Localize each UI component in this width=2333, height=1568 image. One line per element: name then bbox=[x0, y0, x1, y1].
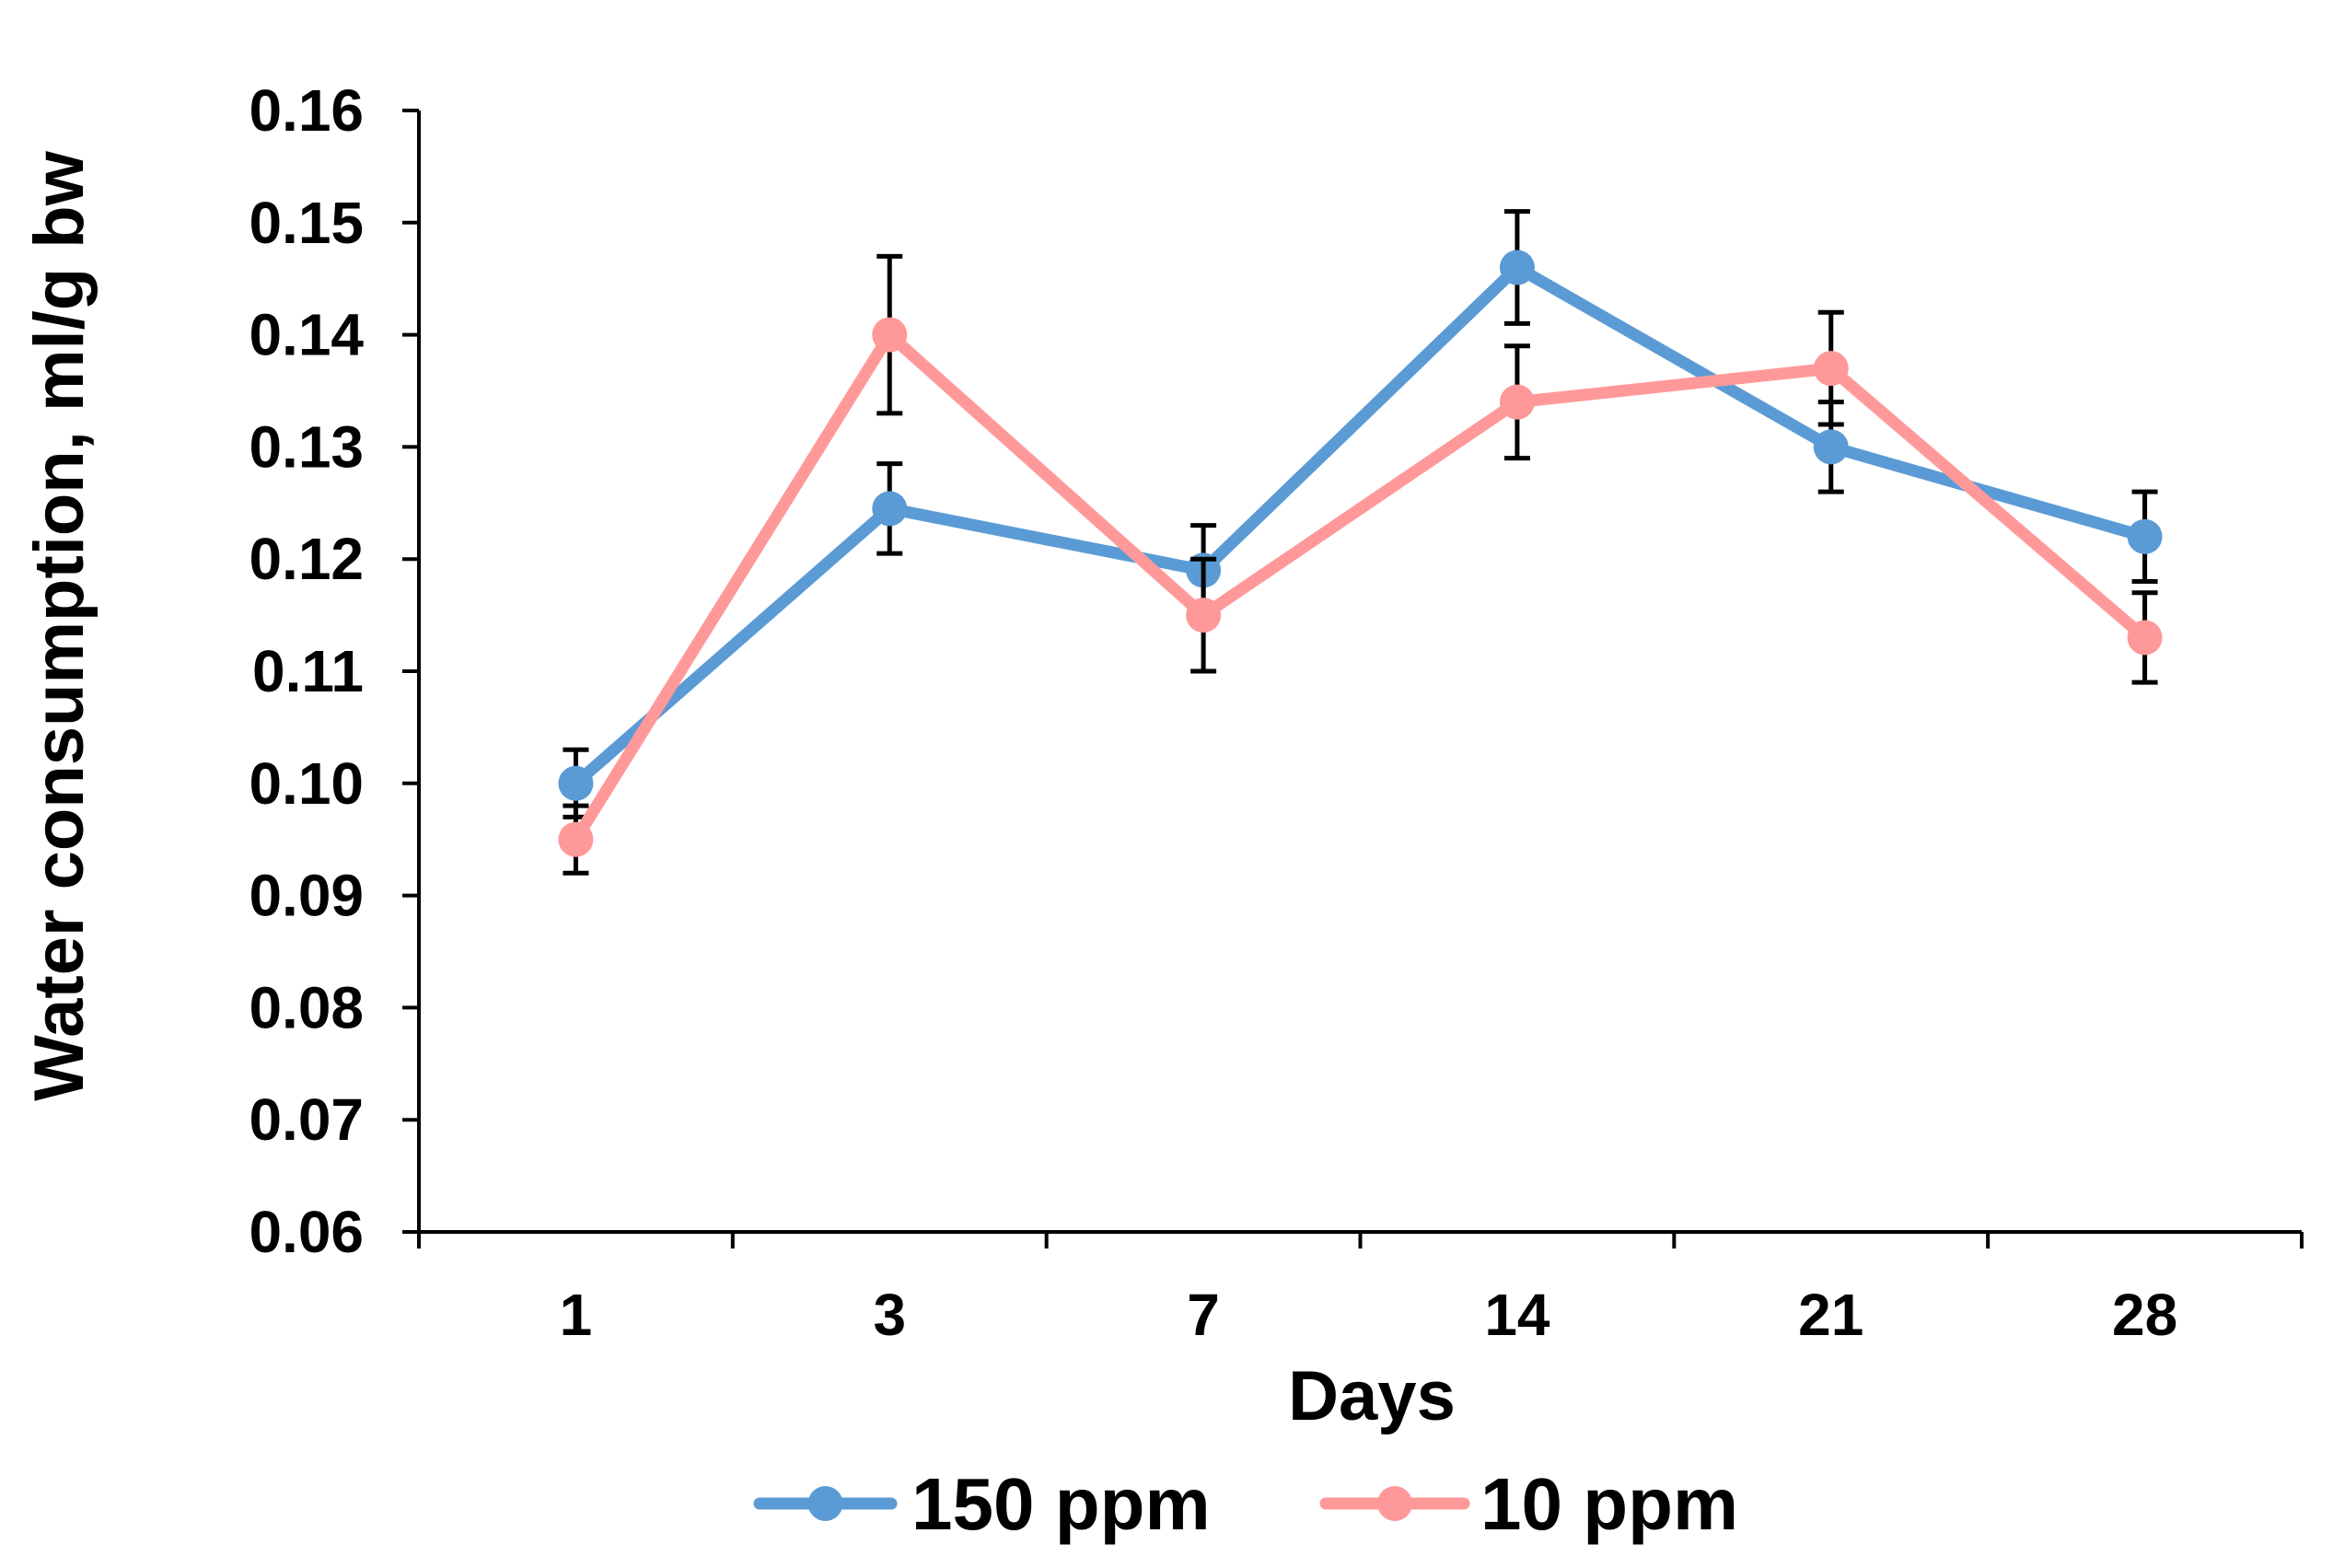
data-point bbox=[872, 491, 908, 527]
y-tick-label: 0.07 bbox=[249, 1086, 364, 1153]
y-tick-label: 0.10 bbox=[249, 750, 364, 817]
data-point bbox=[1813, 351, 1849, 387]
data-point bbox=[2127, 620, 2163, 656]
legend-label: 150 ppm bbox=[911, 1463, 1211, 1545]
legend-item: 10 ppm bbox=[1319, 1463, 1738, 1545]
y-tick-label: 0.08 bbox=[249, 974, 364, 1040]
y-tick-label: 0.11 bbox=[252, 638, 364, 704]
x-tick-label: 21 bbox=[1798, 1282, 1863, 1348]
data-point bbox=[1186, 598, 1222, 633]
data-point bbox=[1499, 384, 1535, 420]
series-10-ppm bbox=[558, 253, 2163, 876]
series-line bbox=[569, 329, 2152, 846]
y-tick-label: 0.13 bbox=[249, 413, 364, 480]
y-tick-label: 0.12 bbox=[249, 526, 364, 592]
y-axis: 0.06 0.07 0.08 0.09 0.10 0.11 0.12 0.13 0.14 0.15… bbox=[249, 77, 421, 1265]
x-axis-title: Days bbox=[1288, 1357, 1456, 1435]
y-tick-label: 0.15 bbox=[249, 190, 364, 256]
legend-marker bbox=[807, 1486, 843, 1521]
data-point bbox=[872, 317, 908, 353]
legend-item: 150 ppm bbox=[753, 1463, 1211, 1545]
x-tick-label: 1 bbox=[560, 1282, 593, 1348]
x-tick-label: 14 bbox=[1484, 1282, 1550, 1348]
data-point bbox=[1813, 429, 1849, 465]
series-layer bbox=[558, 209, 2163, 876]
series-line bbox=[569, 261, 2152, 790]
data-point bbox=[2127, 518, 2163, 554]
legend: 150 ppm 10 ppm bbox=[753, 1463, 1738, 1545]
data-point bbox=[558, 821, 594, 857]
data-point bbox=[558, 765, 594, 801]
legend-marker bbox=[1377, 1486, 1412, 1521]
y-tick-label: 0.16 bbox=[249, 77, 364, 144]
x-axis: 1 3 7 14 21 28 bbox=[417, 1230, 2304, 1348]
x-tick-label: 28 bbox=[2112, 1282, 2177, 1348]
x-tick-label: 7 bbox=[1187, 1282, 1220, 1348]
y-tick-label: 0.06 bbox=[249, 1199, 364, 1265]
data-point bbox=[1499, 250, 1535, 285]
x-tick-label: 3 bbox=[873, 1282, 906, 1348]
legend-label: 10 ppm bbox=[1480, 1463, 1738, 1545]
y-tick-label: 0.09 bbox=[249, 863, 364, 929]
series-150-ppm bbox=[558, 209, 2163, 819]
y-axis-title: Water consumption, ml/g bw bbox=[20, 150, 99, 1101]
y-tick-label: 0.14 bbox=[249, 302, 364, 368]
